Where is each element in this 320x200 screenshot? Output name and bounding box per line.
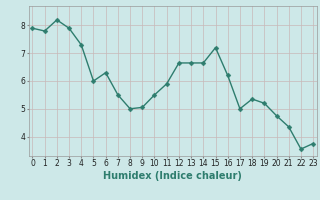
X-axis label: Humidex (Indice chaleur): Humidex (Indice chaleur) [103, 171, 242, 181]
